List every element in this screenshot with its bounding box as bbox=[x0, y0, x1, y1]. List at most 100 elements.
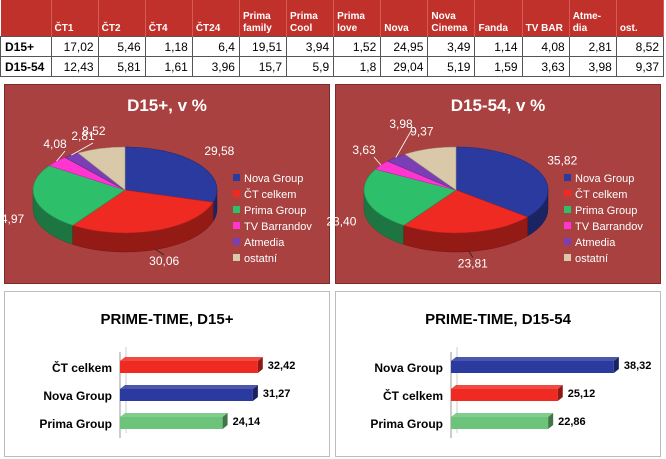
legend-swatch bbox=[564, 254, 571, 261]
table-cell: 3,49 bbox=[427, 36, 476, 57]
pie-data-label: 4,08 bbox=[43, 137, 67, 151]
table-cell: 6,4 bbox=[191, 36, 240, 57]
bar-side bbox=[557, 385, 563, 401]
bar-value-label: 32,42 bbox=[268, 360, 296, 372]
legend-label: Prima Group bbox=[244, 205, 306, 217]
legend-swatch bbox=[233, 190, 240, 197]
pie-leader-line bbox=[373, 156, 382, 166]
table-cell: 15,7 bbox=[238, 56, 288, 77]
column-header: Prima Cool bbox=[286, 0, 335, 37]
bar-side bbox=[613, 357, 619, 373]
column-header: Nova bbox=[380, 0, 429, 37]
table-cell: 29,04 bbox=[380, 56, 429, 77]
table-cell: 2,81 bbox=[568, 36, 617, 57]
pie-leader-line bbox=[56, 150, 66, 162]
column-header: TV BAR bbox=[522, 0, 570, 37]
legend-label: Atmedia bbox=[575, 237, 616, 249]
table-cell: 9,37 bbox=[615, 56, 665, 77]
legend-swatch bbox=[564, 206, 571, 213]
legend-swatch bbox=[233, 206, 240, 213]
table-cell: 1,59 bbox=[474, 56, 523, 77]
table-cell: 24,95 bbox=[380, 36, 429, 57]
bar-top bbox=[451, 357, 619, 361]
bar bbox=[451, 389, 558, 401]
table-corner bbox=[0, 0, 52, 37]
bar-value-label: 22,86 bbox=[558, 416, 586, 428]
table-row: D15+ 17,02 5,46 1,18 6,4 19,51 3,94 1,52… bbox=[0, 36, 665, 57]
category-label: Prima Group bbox=[370, 417, 443, 431]
legend-swatch bbox=[564, 222, 571, 229]
chart-title: D15-54, v % bbox=[451, 96, 546, 115]
pie-leader-line bbox=[155, 249, 165, 256]
table-cell: 17,02 bbox=[50, 36, 99, 57]
column-header: Fanda bbox=[474, 0, 523, 37]
bar-chart-primetime-d15: PRIME-TIME, D15+ ČT celkem 32,42 Nova Group… bbox=[4, 291, 330, 457]
legend-swatch bbox=[233, 238, 240, 245]
column-header: Prima love bbox=[333, 0, 382, 37]
bar-top bbox=[120, 413, 228, 417]
chart-title: PRIME-TIME, D15-54 bbox=[425, 311, 572, 328]
table-cell: 3,98 bbox=[568, 56, 617, 77]
table-cell: 1,61 bbox=[144, 56, 193, 77]
pie-leader-line bbox=[395, 130, 412, 158]
column-header: Prima family bbox=[239, 0, 288, 37]
legend-swatch bbox=[233, 222, 240, 229]
legend-label: Nova Group bbox=[244, 173, 303, 185]
legend-label: Prima Group bbox=[575, 205, 637, 217]
bar bbox=[120, 417, 223, 429]
table-header-row: ČT1 ČT2 ČT4 ČT24 Prima family Prima Cool… bbox=[0, 0, 665, 37]
bar-side bbox=[252, 385, 258, 401]
column-header: Atme-dia bbox=[569, 0, 617, 37]
pie-data-label: 8,52 bbox=[82, 124, 106, 138]
legend-label: TV Barrandov bbox=[244, 221, 312, 233]
category-label: ČT celkem bbox=[383, 388, 443, 403]
bar bbox=[451, 417, 549, 429]
legend-swatch bbox=[564, 190, 571, 197]
bar-top bbox=[120, 385, 258, 389]
column-header: ost. bbox=[616, 0, 665, 37]
bar bbox=[120, 361, 258, 373]
table-cell: 8,52 bbox=[615, 36, 665, 57]
table-row: D15-54 12,43 5,81 1,61 3,96 15,7 5,9 1,8… bbox=[0, 56, 665, 77]
table-cell: 1,52 bbox=[333, 36, 382, 57]
pie-data-label: 23,40 bbox=[326, 215, 356, 229]
column-header: Nova Cinema bbox=[427, 0, 476, 37]
pie-data-label: 3,63 bbox=[352, 143, 376, 157]
pie-slice bbox=[363, 168, 457, 226]
pie-chart-d15: D15+, v % 29,58 30,06 24,97 4,08 2,818,52 Nova… bbox=[0, 84, 330, 284]
row-label: D15-54 bbox=[0, 56, 52, 77]
chart-title: PRIME-TIME, D15+ bbox=[101, 311, 234, 328]
table-cell: 12,43 bbox=[50, 56, 99, 77]
pie-svg: D15-54, v % 35,82 23,81 23,40 3,63 3,989,37 No… bbox=[326, 96, 643, 270]
bar-value-label: 25,12 bbox=[568, 388, 596, 400]
category-label: Nova Group bbox=[43, 389, 112, 403]
bar-top bbox=[451, 385, 563, 389]
table-cell: 1,8 bbox=[333, 56, 382, 77]
legend-label: ČT celkem bbox=[575, 188, 627, 201]
table-cell: 4,08 bbox=[521, 36, 570, 57]
bar-chart-primetime-d1554: PRIME-TIME, D15-54 Nova Group 38,32 ČT celk… bbox=[335, 291, 661, 457]
bar-side bbox=[222, 413, 228, 429]
bar-svg: PRIME-TIME, D15-54 Nova Group 38,32 ČT celk… bbox=[370, 311, 652, 438]
legend-label: ostatní bbox=[244, 253, 277, 265]
table-cell: 5,9 bbox=[286, 56, 335, 77]
ratings-table: ČT1 ČT2 ČT4 ČT24 Prima family Prima Cool… bbox=[0, 0, 665, 77]
legend-swatch bbox=[564, 238, 571, 245]
legend-label: ostatní bbox=[575, 253, 608, 265]
bar-value-label: 31,27 bbox=[263, 388, 291, 400]
legend-label: Nova Group bbox=[575, 173, 634, 185]
table-cell: 5,81 bbox=[97, 56, 146, 77]
pie-chart-d1554: D15-54, v % 35,82 23,81 23,40 3,63 3,98 9,37 No… bbox=[326, 84, 661, 284]
pie-data-label: 2,81 bbox=[71, 129, 95, 143]
pie-data-label: 30,06 bbox=[149, 254, 179, 268]
bar-top bbox=[451, 413, 554, 417]
bar-value-label: 38,32 bbox=[624, 360, 652, 372]
bar bbox=[120, 389, 253, 401]
table-cell: 3,96 bbox=[191, 56, 240, 77]
pie-slice bbox=[77, 146, 126, 191]
pie-leader-line bbox=[468, 251, 474, 258]
table-cell: 5,46 bbox=[97, 36, 146, 57]
bar-value-label: 24,14 bbox=[233, 416, 261, 428]
pie-data-label: 9,37 bbox=[410, 124, 434, 138]
pie-slice bbox=[71, 189, 214, 234]
